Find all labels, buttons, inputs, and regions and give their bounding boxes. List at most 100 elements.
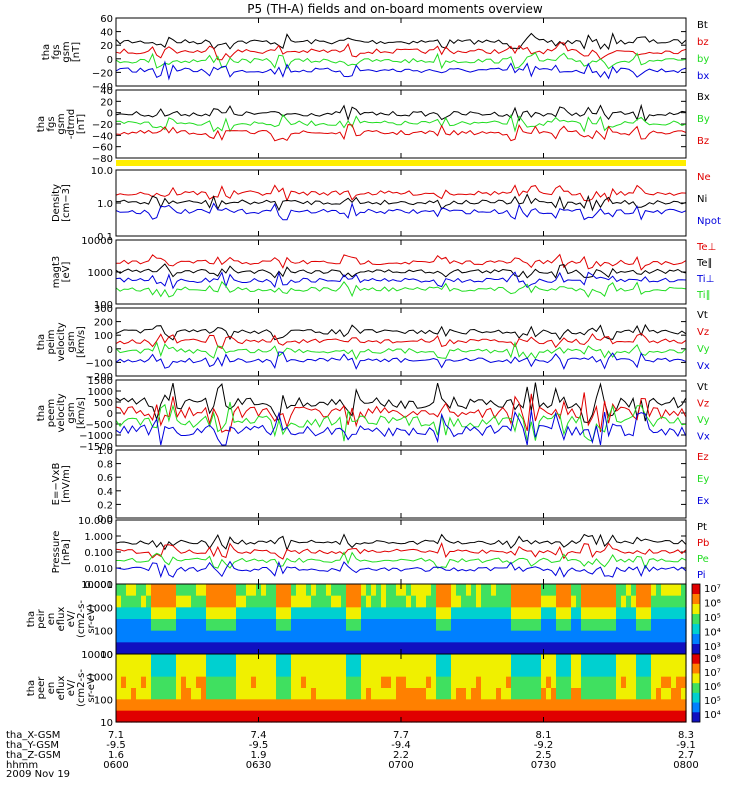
heatmap-cell <box>451 607 457 620</box>
heatmap-cell <box>586 688 592 700</box>
heatmap-cell <box>556 642 562 655</box>
heatmap-cell <box>306 630 312 643</box>
heatmap-cell <box>551 654 557 666</box>
heatmap-cell <box>156 584 162 597</box>
legend-entry: Vy <box>697 415 710 426</box>
colorbar-label: 10⁷ <box>704 584 721 595</box>
heatmap-cell <box>401 665 407 678</box>
series-Te∥ <box>115 263 687 279</box>
heatmap-cell <box>501 699 507 712</box>
heatmap-cell <box>406 699 412 712</box>
ylabel-line: fgs <box>46 116 57 131</box>
ytick-label: 0 <box>107 345 113 356</box>
heatmap-cell <box>501 676 507 689</box>
heatmap-cell <box>421 607 427 620</box>
heatmap-cell <box>231 619 237 632</box>
heatmap-cell <box>126 710 132 723</box>
ylabel-line: eflux <box>56 676 67 701</box>
heatmap-cell <box>441 595 447 608</box>
ytick-label: 100 <box>94 331 113 342</box>
heatmap-cell <box>151 710 157 723</box>
heatmap-cell <box>456 607 462 620</box>
heatmap-cell <box>221 676 227 689</box>
ytick-label: −40 <box>92 82 113 93</box>
heatmap-cell <box>331 595 337 608</box>
heatmap-cell <box>656 654 662 666</box>
heatmap-cell <box>466 710 472 723</box>
heatmap-cell <box>626 584 632 597</box>
heatmap-cell <box>241 607 247 620</box>
heatmap-cell <box>381 642 387 655</box>
ephem-value: 7.4 <box>251 730 267 741</box>
heatmap-cell <box>561 654 567 666</box>
heatmap-cell <box>671 619 677 632</box>
heatmap-cell <box>391 676 397 689</box>
heatmap-cell <box>141 642 147 655</box>
heatmap-cell <box>666 642 672 655</box>
heatmap-cell <box>401 619 407 632</box>
heatmap-cell <box>296 676 302 689</box>
heatmap-cell <box>681 595 687 608</box>
heatmap-cell <box>371 699 377 712</box>
heatmap-cell <box>511 630 517 643</box>
heatmap-cell <box>491 654 497 666</box>
ytick-label: 1000 <box>88 603 113 614</box>
heatmap-cell <box>286 607 292 620</box>
heatmap-cell <box>551 688 557 700</box>
heatmap-cell <box>256 654 262 666</box>
legend-entry: Pt <box>697 522 707 533</box>
heatmap-cell <box>471 710 477 723</box>
heatmap-cell <box>616 607 622 620</box>
heatmap-cell <box>486 630 492 643</box>
heatmap-cell <box>166 688 172 700</box>
heatmap-cell <box>336 654 342 666</box>
heatmap-cell <box>261 676 267 689</box>
heatmap-cell <box>441 584 447 597</box>
heatmap-cell <box>411 688 417 700</box>
heatmap-cell <box>596 676 602 689</box>
heatmap-cell <box>321 630 327 643</box>
heatmap-cell <box>416 607 422 620</box>
heatmap-cell <box>166 595 172 608</box>
heatmap-cell <box>436 630 442 643</box>
series-Pi <box>115 560 687 579</box>
heatmap-cell <box>411 607 417 620</box>
heatmap-cell <box>156 699 162 712</box>
heatmap-cell <box>266 584 272 597</box>
heatmap-cell <box>641 654 647 666</box>
heatmap-cell <box>126 665 132 678</box>
heatmap-cell <box>171 584 177 597</box>
heatmap-cell <box>136 654 142 666</box>
heatmap-cell <box>386 676 392 689</box>
ylabel-line: gsm <box>56 113 67 134</box>
heatmap-cell <box>131 654 137 666</box>
heatmap-cell <box>451 676 457 689</box>
heatmap-cell <box>456 654 462 666</box>
heatmap-cell <box>296 699 302 712</box>
heatmap-cell <box>286 619 292 632</box>
heatmap-cell <box>531 710 537 723</box>
heatmap-cell <box>586 642 592 655</box>
heatmap-cell <box>486 710 492 723</box>
heatmap-cell <box>466 654 472 666</box>
heatmap-cell <box>426 595 432 608</box>
heatmap-cell <box>271 607 277 620</box>
colorbar-label: 10⁵ <box>704 696 721 707</box>
heatmap-cell <box>666 699 672 712</box>
heatmap-cell <box>406 710 412 723</box>
heatmap-cell <box>471 630 477 643</box>
heatmap-cell <box>671 676 677 689</box>
heatmap-cell <box>486 595 492 608</box>
heatmap-cell <box>646 654 652 666</box>
heatmap-cell <box>456 619 462 632</box>
heatmap-cell <box>571 607 577 620</box>
heatmap-cell <box>581 676 587 689</box>
heatmap-cell <box>421 584 427 597</box>
heatmap-cell <box>501 654 507 666</box>
heatmap-cell <box>151 654 157 666</box>
heatmap-cell <box>591 584 597 597</box>
heatmap-cell <box>571 584 577 597</box>
heatmap-cell <box>656 607 662 620</box>
heatmap-cell <box>571 630 577 643</box>
heatmap-cell <box>631 607 637 620</box>
